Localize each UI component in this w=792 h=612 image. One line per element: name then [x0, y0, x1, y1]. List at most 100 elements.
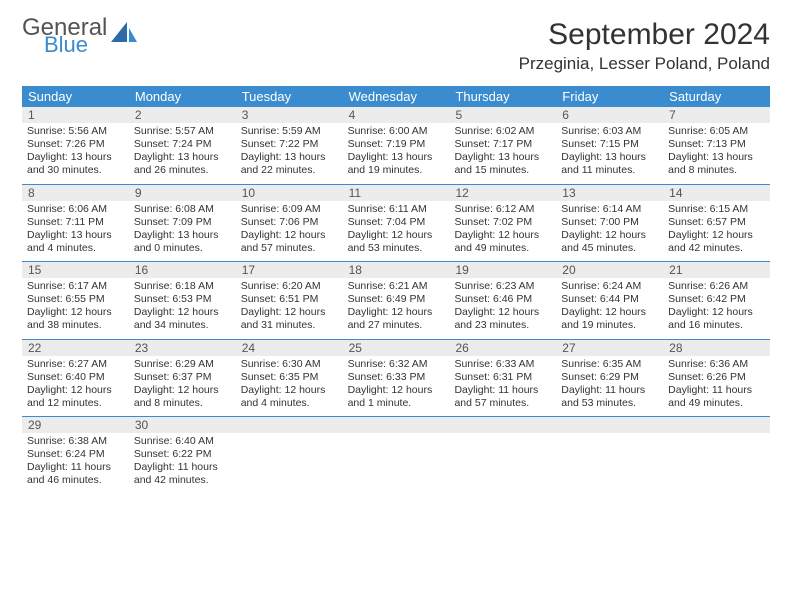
day-number: 4	[343, 107, 450, 123]
sunrise-text: Sunrise: 6:38 AM	[27, 435, 124, 448]
sunset-text: Sunset: 6:40 PM	[27, 371, 124, 384]
day-number: 16	[129, 262, 236, 278]
sunset-text: Sunset: 6:46 PM	[454, 293, 551, 306]
daylight-text: Daylight: 11 hours and 57 minutes.	[454, 384, 551, 410]
daylight-text: Daylight: 13 hours and 8 minutes.	[668, 151, 765, 177]
day-cell: Sunrise: 6:27 AMSunset: 6:40 PMDaylight:…	[22, 356, 129, 417]
sunrise-text: Sunrise: 6:11 AM	[348, 203, 445, 216]
sunrise-text: Sunrise: 6:00 AM	[348, 125, 445, 138]
sunset-text: Sunset: 7:00 PM	[561, 216, 658, 229]
day-number: 3	[236, 107, 343, 123]
day-number: 18	[343, 262, 450, 278]
sunset-text: Sunset: 7:19 PM	[348, 138, 445, 151]
daylight-text: Daylight: 12 hours and 53 minutes.	[348, 229, 445, 255]
daylight-text: Daylight: 13 hours and 26 minutes.	[134, 151, 231, 177]
sunset-text: Sunset: 6:57 PM	[668, 216, 765, 229]
sunset-text: Sunset: 6:49 PM	[348, 293, 445, 306]
sunrise-text: Sunrise: 6:21 AM	[348, 280, 445, 293]
day-number	[556, 417, 663, 433]
daylight-text: Daylight: 12 hours and 38 minutes.	[27, 306, 124, 332]
day-cell: Sunrise: 6:30 AMSunset: 6:35 PMDaylight:…	[236, 356, 343, 417]
daylight-text: Daylight: 12 hours and 57 minutes.	[241, 229, 338, 255]
day-number-row: 1234567	[22, 107, 770, 123]
daylight-text: Daylight: 12 hours and 49 minutes.	[454, 229, 551, 255]
day-number	[449, 417, 556, 433]
sunset-text: Sunset: 7:17 PM	[454, 138, 551, 151]
daylight-text: Daylight: 13 hours and 0 minutes.	[134, 229, 231, 255]
sunrise-text: Sunrise: 6:09 AM	[241, 203, 338, 216]
weekday-tuesday: Tuesday	[236, 86, 343, 107]
daylight-text: Daylight: 12 hours and 31 minutes.	[241, 306, 338, 332]
sunrise-text: Sunrise: 5:57 AM	[134, 125, 231, 138]
sunrise-text: Sunrise: 6:18 AM	[134, 280, 231, 293]
location-label: Przeginia, Lesser Poland, Poland	[519, 54, 770, 74]
month-title: September 2024	[519, 18, 770, 52]
day-number: 22	[22, 340, 129, 356]
day-cell: Sunrise: 6:08 AMSunset: 7:09 PMDaylight:…	[129, 201, 236, 262]
day-number: 10	[236, 185, 343, 201]
day-cell: Sunrise: 6:20 AMSunset: 6:51 PMDaylight:…	[236, 278, 343, 339]
sunset-text: Sunset: 7:11 PM	[27, 216, 124, 229]
sunrise-text: Sunrise: 6:05 AM	[668, 125, 765, 138]
logo: General Blue	[22, 18, 137, 55]
sunset-text: Sunset: 6:29 PM	[561, 371, 658, 384]
sunrise-text: Sunrise: 6:02 AM	[454, 125, 551, 138]
sunrise-text: Sunrise: 6:36 AM	[668, 358, 765, 371]
day-cell: Sunrise: 6:21 AMSunset: 6:49 PMDaylight:…	[343, 278, 450, 339]
logo-word-blue: Blue	[44, 36, 107, 55]
day-detail-row: Sunrise: 6:27 AMSunset: 6:40 PM Daylight:…	[22, 356, 770, 417]
day-number-row: 2930	[22, 417, 770, 433]
sunset-text: Sunset: 6:22 PM	[134, 448, 231, 461]
daylight-text: Daylight: 12 hours and 45 minutes.	[561, 229, 658, 255]
daylight-text: Daylight: 12 hours and 42 minutes.	[668, 229, 765, 255]
daylight-text: Daylight: 12 hours and 1 minute.	[348, 384, 445, 410]
sunset-text: Sunset: 6:31 PM	[454, 371, 551, 384]
sunset-text: Sunset: 6:53 PM	[134, 293, 231, 306]
day-number: 26	[449, 340, 556, 356]
day-number: 24	[236, 340, 343, 356]
day-number-row: 22232425262728	[22, 340, 770, 356]
weekday-friday: Friday	[556, 86, 663, 107]
weekday-monday: Monday	[129, 86, 236, 107]
day-detail-row: Sunrise: 6:06 AMSunset: 7:11 PMDaylight:…	[22, 201, 770, 262]
sunrise-text: Sunrise: 6:32 AM	[348, 358, 445, 371]
day-number	[343, 417, 450, 433]
day-number: 6	[556, 107, 663, 123]
logo-sail-icon	[111, 22, 137, 49]
daylight-text: Daylight: 12 hours and 4 minutes.	[241, 384, 338, 410]
day-cell: Sunrise: 6:18 AMSunset: 6:53 PMDaylight:…	[129, 278, 236, 339]
sunset-text: Sunset: 6:44 PM	[561, 293, 658, 306]
day-cell: Sunrise: 5:56 AMSunset: 7:26 PMDaylight:…	[22, 123, 129, 184]
day-number: 7	[663, 107, 770, 123]
sunrise-text: Sunrise: 6:27 AM	[27, 358, 124, 371]
day-cell	[343, 433, 450, 494]
day-number: 14	[663, 185, 770, 201]
sunset-text: Sunset: 7:02 PM	[454, 216, 551, 229]
sunset-text: Sunset: 7:13 PM	[668, 138, 765, 151]
day-cell: Sunrise: 6:40 AMSunset: 6:22 PMDaylight:…	[129, 433, 236, 494]
daylight-text: Daylight: 12 hours and 16 minutes.	[668, 306, 765, 332]
sunrise-text: Sunrise: 6:03 AM	[561, 125, 658, 138]
sunrise-text: Sunrise: 6:33 AM	[454, 358, 551, 371]
day-number: 27	[556, 340, 663, 356]
title-block: September 2024 Przeginia, Lesser Poland,…	[519, 18, 770, 74]
sunset-text: Sunset: 7:22 PM	[241, 138, 338, 151]
week-row: 15161718192021Sunrise: 6:17 AMSunset: 6:…	[22, 262, 770, 340]
sunrise-text: Sunrise: 6:20 AM	[241, 280, 338, 293]
day-detail-row: Sunrise: 6:38 AMSunset: 6:24 PMDaylight:…	[22, 433, 770, 494]
calendar: Sunday Monday Tuesday Wednesday Thursday…	[22, 86, 770, 494]
day-number	[663, 417, 770, 433]
weekday-thursday: Thursday	[449, 86, 556, 107]
day-number: 8	[22, 185, 129, 201]
header: General Blue September 2024 Przeginia, L…	[22, 18, 770, 74]
day-number: 12	[449, 185, 556, 201]
sunset-text: Sunset: 7:15 PM	[561, 138, 658, 151]
sunset-text: Sunset: 7:04 PM	[348, 216, 445, 229]
week-row: 1234567Sunrise: 5:56 AMSunset: 7:26 PMDa…	[22, 107, 770, 185]
day-number: 23	[129, 340, 236, 356]
sunrise-text: Sunrise: 6:29 AM	[134, 358, 231, 371]
day-cell: Sunrise: 6:11 AMSunset: 7:04 PMDaylight:…	[343, 201, 450, 262]
sunset-text: Sunset: 7:26 PM	[27, 138, 124, 151]
daylight-text: Daylight: 13 hours and 30 minutes.	[27, 151, 124, 177]
day-cell: Sunrise: 5:59 AMSunset: 7:22 PMDaylight:…	[236, 123, 343, 184]
